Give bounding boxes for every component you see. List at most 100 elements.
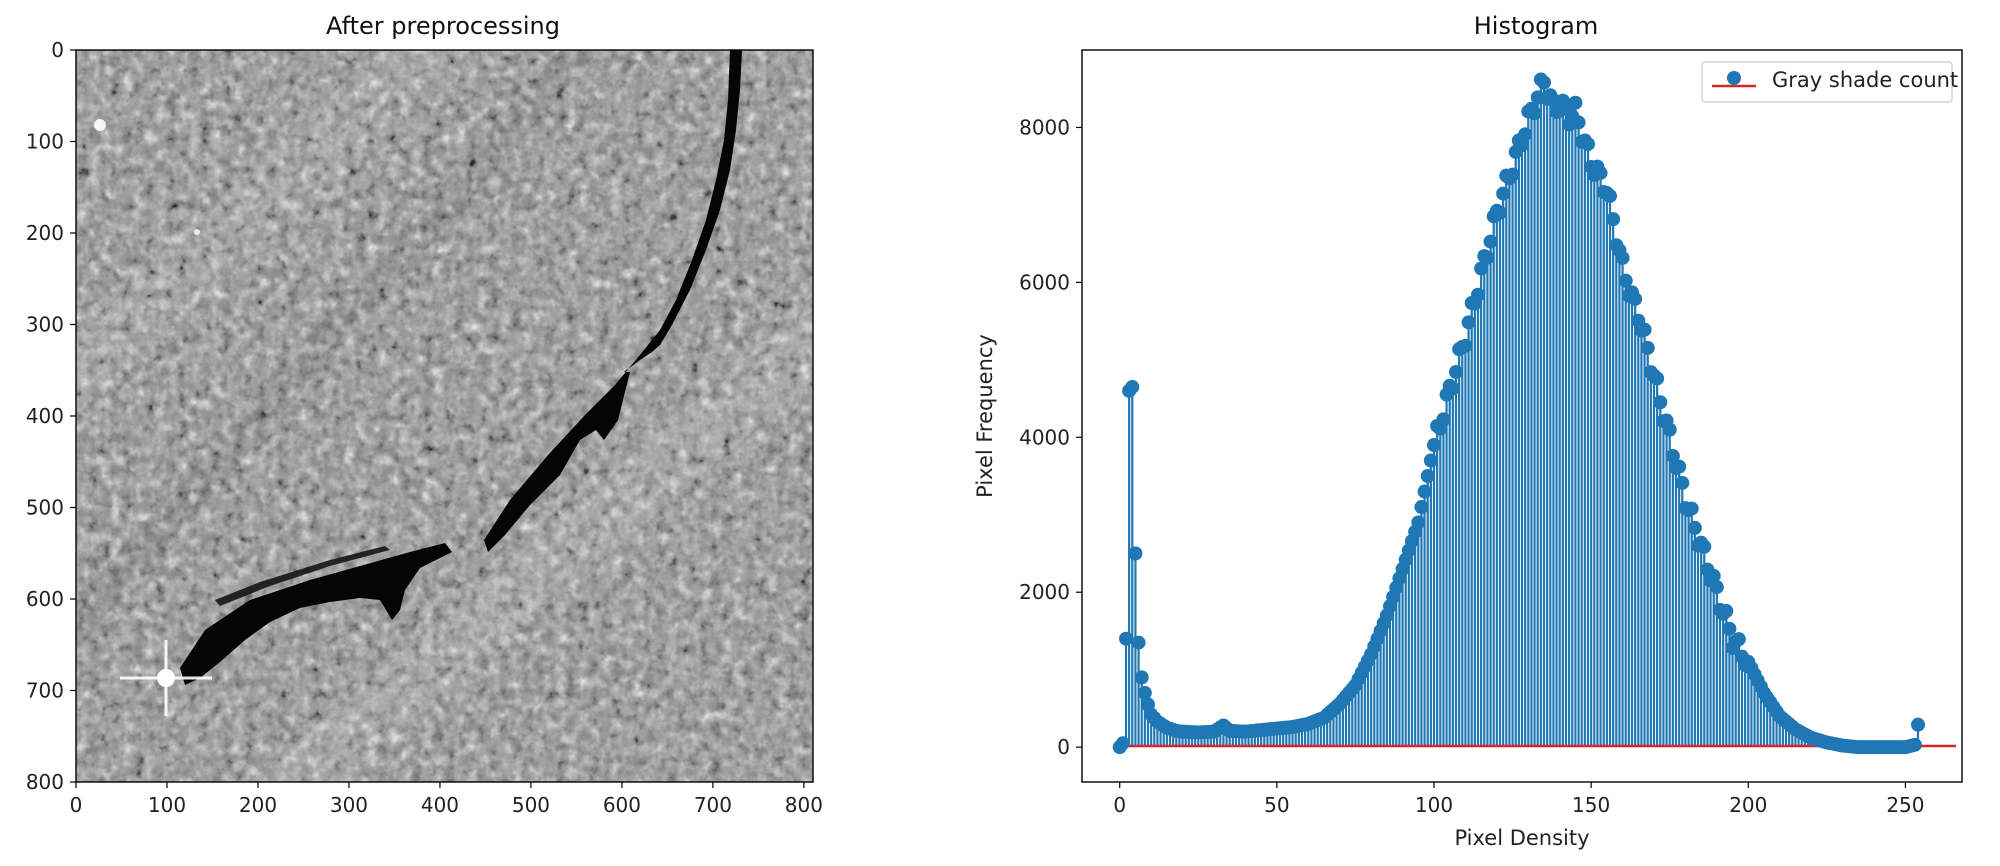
image-y-tick-label: 100: [26, 130, 64, 154]
preprocessed-image: [76, 50, 813, 782]
histogram-y-tick-label: 0: [1057, 735, 1070, 759]
data-point: [1618, 273, 1633, 288]
histogram-stems: [1121, 79, 1920, 748]
histogram-x-tick-label: 100: [1415, 793, 1453, 817]
data-point: [1449, 364, 1463, 379]
data-point: [1672, 459, 1687, 474]
data-point: [1722, 621, 1737, 636]
data-point: [1496, 186, 1511, 201]
data-point: [1684, 501, 1699, 516]
data-point: [1662, 422, 1677, 437]
data-point: [1571, 115, 1586, 130]
data-point: [1493, 205, 1507, 220]
data-point: [1461, 315, 1476, 330]
image-x-tick-label: 400: [421, 793, 459, 817]
histogram-panel: Histogram 0 50 100 150 200 250 0 2000 4000 6000 8…: [973, 12, 1963, 850]
image-y-tick-label: 0: [51, 38, 64, 62]
image-y-axis: 0 100 200 300 400 500 600 700 800: [26, 38, 76, 794]
histogram-y-tick-label: 2000: [1019, 580, 1070, 604]
data-point: [1131, 635, 1146, 650]
data-point: [1134, 670, 1149, 685]
data-point: [1480, 250, 1495, 265]
data-point: [1650, 371, 1665, 386]
data-point: [1603, 188, 1617, 203]
histogram-x-tick-label: 250: [1886, 793, 1924, 817]
histogram-xlabel: Pixel Density: [1454, 826, 1589, 850]
histogram-title: Histogram: [1474, 12, 1599, 40]
image-panel: After preprocessing 0 100 200 300 400 500 600 7…: [26, 12, 823, 817]
data-point: [1907, 737, 1922, 752]
crack-lower: [180, 543, 452, 685]
image-y-tick-label: 700: [26, 679, 64, 703]
image-x-tick-label: 800: [785, 793, 823, 817]
data-point: [1615, 250, 1630, 265]
data-point: [1640, 340, 1655, 355]
data-point: [1137, 685, 1152, 700]
data-point: [1474, 261, 1489, 276]
data-point: [1911, 717, 1925, 732]
image-panel-title: After preprocessing: [326, 12, 560, 40]
data-point: [1697, 539, 1712, 554]
data-point: [1537, 75, 1551, 90]
data-point: [1593, 165, 1608, 180]
data-point: [1628, 291, 1643, 306]
data-point: [1125, 379, 1140, 394]
data-point: [1471, 287, 1485, 302]
data-point: [1653, 395, 1668, 410]
image-x-tick-label: 700: [694, 793, 732, 817]
image-y-tick-label: 500: [26, 496, 64, 520]
data-point: [1709, 580, 1724, 595]
data-point: [1515, 138, 1529, 153]
data-point: [1436, 412, 1451, 427]
image-y-tick-label: 800: [26, 770, 64, 794]
data-point: [1414, 500, 1429, 515]
legend-marker: [1727, 71, 1741, 85]
data-point: [1675, 475, 1690, 490]
data-point: [1637, 322, 1652, 337]
data-point: [1687, 520, 1702, 535]
histogram-markers: [1112, 72, 1925, 755]
data-point: [1665, 449, 1680, 464]
histogram-y-axis: 0 2000 4000 6000 8000: [1019, 115, 1082, 759]
legend-box: [1701, 61, 1953, 103]
data-point: [1706, 568, 1721, 583]
image-y-tick-label: 400: [26, 404, 64, 428]
data-point: [1731, 632, 1746, 647]
data-point: [1505, 167, 1520, 182]
data-point: [1411, 515, 1426, 530]
data-point: [1518, 127, 1533, 142]
data-point: [1568, 95, 1583, 110]
legend-label: Gray shade count: [1772, 68, 1958, 92]
data-point: [1423, 453, 1438, 468]
data-point: [1427, 438, 1441, 453]
data-point: [1420, 469, 1435, 484]
image-y-tick-label: 600: [26, 587, 64, 611]
data-point: [1119, 631, 1133, 646]
image-x-tick-label: 600: [603, 793, 641, 817]
data-point: [1606, 212, 1621, 227]
histogram-ylabel: Pixel Frequency: [973, 334, 997, 498]
image-x-tick-label: 500: [512, 793, 550, 817]
histogram-axes: [1081, 49, 1963, 783]
data-point: [1719, 603, 1734, 618]
image-x-axis: 0 100 200 300 400 500 600 700 800: [70, 782, 823, 817]
data-point: [1417, 484, 1432, 499]
histogram-y-tick-label: 4000: [1019, 425, 1070, 449]
histogram-x-tick-label: 0: [1113, 793, 1126, 817]
image-x-tick-label: 200: [239, 793, 277, 817]
crack-upper: [484, 50, 742, 552]
histogram-y-tick-label: 8000: [1019, 115, 1070, 139]
image-x-tick-label: 300: [330, 793, 368, 817]
image-x-tick-label: 100: [148, 793, 186, 817]
data-point: [1128, 546, 1143, 561]
data-point: [1445, 381, 1460, 396]
image-y-tick-label: 300: [26, 313, 64, 337]
histogram-x-tick-label: 50: [1264, 793, 1289, 817]
data-point: [1581, 137, 1595, 152]
data-point: [1483, 234, 1498, 249]
histogram-y-tick-label: 6000: [1019, 270, 1070, 294]
histogram-x-tick-label: 200: [1729, 793, 1767, 817]
data-point: [1458, 338, 1473, 353]
star-artifact: [120, 640, 212, 716]
